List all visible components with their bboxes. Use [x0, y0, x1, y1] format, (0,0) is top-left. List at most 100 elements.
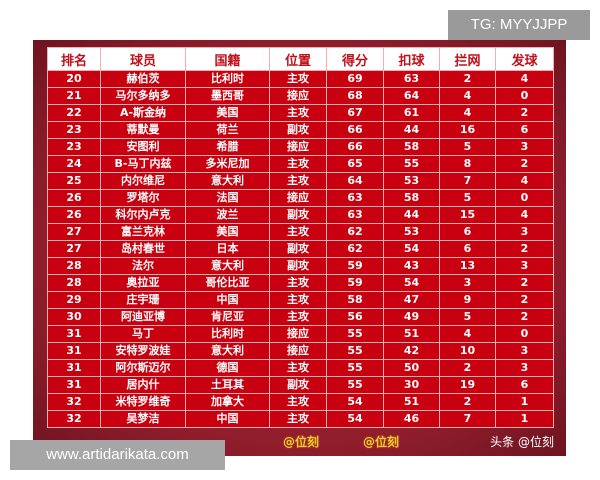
table-cell: 安特罗波娃: [100, 342, 186, 360]
table-cell: 24: [47, 155, 101, 173]
table-cell: 1: [495, 393, 554, 411]
column-header: 拦网: [439, 47, 496, 71]
table-cell: 7: [439, 410, 496, 428]
table-cell: 55: [326, 325, 384, 343]
table-cell: 9: [439, 291, 496, 309]
table-cell: 10: [439, 342, 496, 360]
table-cell: 2: [495, 274, 554, 292]
table-cell: 副攻: [269, 257, 327, 275]
table-cell: 66: [326, 138, 384, 156]
table-cell: 罗塔尔: [100, 189, 186, 207]
table-cell: 2: [495, 104, 554, 122]
table-cell: 科尔内卢克: [100, 206, 186, 224]
table-header-row: 排名 球员 国籍 位置 得分 扣球 拦网 发球: [47, 47, 554, 71]
table-cell: 比利时: [185, 325, 270, 343]
table-cell: 主攻: [269, 359, 327, 377]
table-cell: 加拿大: [185, 393, 270, 411]
table-cell: 31: [47, 342, 101, 360]
table-cell: 58: [383, 138, 440, 156]
table-cell: 50: [383, 359, 440, 377]
table-cell: 42: [383, 342, 440, 360]
column-header: 位置: [269, 47, 327, 71]
table-cell: 4: [439, 104, 496, 122]
table-cell: 66: [326, 121, 384, 139]
table-cell: 中国: [185, 291, 270, 309]
table-cell: 32: [47, 410, 101, 428]
table-cell: 主攻: [269, 410, 327, 428]
table-cell: 接应: [269, 325, 327, 343]
table-cell: 4: [495, 70, 554, 88]
table-cell: 63: [383, 70, 440, 88]
table-row: 23 安图利 希腊 接应 66 58 5 3: [47, 138, 554, 156]
table-cell: 蒂默曼: [100, 121, 186, 139]
column-header: 国籍: [185, 47, 270, 71]
table-row: 32 吴梦洁 中国 主攻 54 46 7 1: [47, 410, 554, 428]
table-cell: 64: [326, 172, 384, 190]
table-row: 30 阿迪亚博 肯尼亚 主攻 56 49 5 2: [47, 308, 554, 326]
table-cell: 58: [326, 291, 384, 309]
table-cell: 赫伯茨: [100, 70, 186, 88]
table-cell: 3: [495, 359, 554, 377]
table-cell: 主攻: [269, 291, 327, 309]
table-cell: 0: [495, 325, 554, 343]
table-cell: 多米尼加: [185, 155, 270, 173]
table-cell: 63: [326, 206, 384, 224]
table-cell: 56: [326, 308, 384, 326]
table-row: 20 赫伯茨 比利时 主攻 69 63 2 4: [47, 70, 554, 88]
table-cell: 3: [495, 138, 554, 156]
table-cell: 法尔: [100, 257, 186, 275]
table-cell: 32: [47, 393, 101, 411]
table-cell: 2: [439, 359, 496, 377]
table-cell: 3: [439, 274, 496, 292]
table-cell: 主攻: [269, 70, 327, 88]
table-cell: 接应: [269, 189, 327, 207]
table-cell: 墨西哥: [185, 87, 270, 105]
table-cell: 55: [326, 376, 384, 394]
table-cell: 23: [47, 121, 101, 139]
table-row: 31 阿尔斯迈尔 德国 主攻 55 50 2 3: [47, 359, 554, 377]
table-cell: 美国: [185, 223, 270, 241]
table-cell: 58: [383, 189, 440, 207]
table-cell: 主攻: [269, 172, 327, 190]
table-cell: 22: [47, 104, 101, 122]
table-cell: 内尔维尼: [100, 172, 186, 190]
table-cell: 5: [439, 138, 496, 156]
table-cell: 65: [326, 155, 384, 173]
stats-panel: 排名 球员 国籍 位置 得分 扣球 拦网 发球 20 赫伯茨 比利时 主攻 69 63 2 4 21 马尔多纳多…: [33, 40, 566, 456]
table-cell: 15: [439, 206, 496, 224]
table-cell: 59: [326, 257, 384, 275]
table-cell: 64: [383, 87, 440, 105]
table-cell: 26: [47, 189, 101, 207]
table-cell: 55: [326, 359, 384, 377]
table-cell: 20: [47, 70, 101, 88]
table-cell: 3: [495, 342, 554, 360]
table-cell: 富兰克林: [100, 223, 186, 241]
tg-label: TG: MYYJJPP: [448, 10, 590, 40]
table-row: 27 岛村春世 日本 副攻 62 54 6 2: [47, 240, 554, 258]
table-cell: 31: [47, 359, 101, 377]
table-cell: 岛村春世: [100, 240, 186, 258]
table-cell: 29: [47, 291, 101, 309]
table-cell: 安图利: [100, 138, 186, 156]
table-cell: 庄宇珊: [100, 291, 186, 309]
table-cell: 意大利: [185, 257, 270, 275]
table-cell: 3: [495, 223, 554, 241]
table-cell: 26: [47, 206, 101, 224]
table-cell: 副攻: [269, 121, 327, 139]
table-cell: 中国: [185, 410, 270, 428]
table-cell: 30: [383, 376, 440, 394]
table-cell: 马尔多纳多: [100, 87, 186, 105]
table-cell: 44: [383, 121, 440, 139]
table-row: 29 庄宇珊 中国 主攻 58 47 9 2: [47, 291, 554, 309]
table-cell: 6: [439, 223, 496, 241]
table-cell: A-斯金纳: [100, 104, 186, 122]
table-cell: 62: [326, 240, 384, 258]
table-cell: 2: [495, 240, 554, 258]
watermark: @位刻: [283, 435, 320, 449]
table-cell: 6: [439, 240, 496, 258]
table-cell: 哥伦比亚: [185, 274, 270, 292]
table-cell: 奥拉亚: [100, 274, 186, 292]
table-row: 31 马丁 比利时 接应 55 51 4 0: [47, 325, 554, 343]
table-cell: 31: [47, 325, 101, 343]
table-cell: 法国: [185, 189, 270, 207]
